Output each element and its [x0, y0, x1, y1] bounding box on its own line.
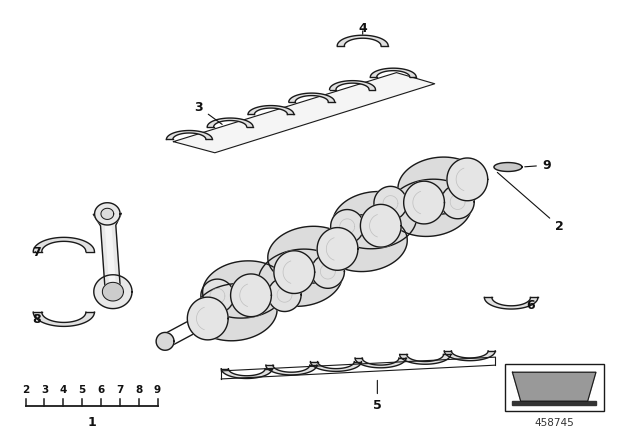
Polygon shape — [310, 362, 362, 371]
Text: 2: 2 — [497, 172, 563, 233]
Polygon shape — [101, 208, 114, 220]
Polygon shape — [311, 254, 344, 289]
Polygon shape — [207, 118, 253, 127]
Text: 5: 5 — [373, 380, 381, 412]
Polygon shape — [371, 68, 416, 77]
Text: 7: 7 — [32, 246, 41, 259]
Polygon shape — [230, 274, 271, 317]
Polygon shape — [197, 289, 225, 328]
Polygon shape — [33, 312, 95, 327]
Text: 7: 7 — [116, 384, 124, 395]
Text: 458745: 458745 — [534, 418, 574, 428]
Polygon shape — [188, 297, 228, 340]
Polygon shape — [513, 401, 596, 405]
Polygon shape — [33, 237, 95, 252]
Polygon shape — [266, 365, 317, 375]
Polygon shape — [156, 332, 174, 350]
Polygon shape — [173, 73, 435, 153]
Polygon shape — [289, 93, 335, 102]
Polygon shape — [105, 214, 116, 292]
Polygon shape — [166, 130, 212, 139]
Polygon shape — [494, 163, 522, 172]
Polygon shape — [398, 157, 482, 214]
Polygon shape — [93, 213, 122, 292]
Polygon shape — [337, 35, 388, 46]
Polygon shape — [102, 282, 124, 301]
Polygon shape — [441, 185, 474, 219]
Polygon shape — [484, 297, 538, 309]
Polygon shape — [95, 203, 120, 225]
Text: 8: 8 — [135, 384, 142, 395]
Polygon shape — [404, 181, 444, 224]
Polygon shape — [413, 193, 465, 212]
Polygon shape — [333, 192, 417, 249]
Polygon shape — [355, 358, 406, 368]
Text: 3: 3 — [41, 384, 48, 395]
Polygon shape — [317, 228, 358, 270]
Polygon shape — [203, 261, 287, 318]
Polygon shape — [447, 158, 488, 201]
Polygon shape — [259, 249, 342, 306]
Polygon shape — [444, 351, 495, 361]
Polygon shape — [268, 226, 352, 284]
Text: 8: 8 — [32, 313, 41, 326]
Text: 2: 2 — [22, 384, 29, 395]
Text: 1: 1 — [87, 416, 96, 429]
Polygon shape — [193, 284, 277, 341]
Polygon shape — [374, 186, 407, 220]
Polygon shape — [221, 369, 272, 379]
Text: 5: 5 — [79, 384, 86, 395]
Polygon shape — [240, 285, 292, 305]
Polygon shape — [274, 251, 315, 293]
Polygon shape — [399, 354, 451, 364]
Polygon shape — [331, 210, 364, 243]
Text: 4: 4 — [358, 22, 367, 34]
Text: 9: 9 — [154, 384, 161, 395]
Text: 4: 4 — [60, 384, 67, 395]
Polygon shape — [268, 278, 301, 311]
Polygon shape — [323, 214, 407, 271]
Polygon shape — [388, 179, 472, 237]
Text: 6: 6 — [97, 384, 104, 395]
Polygon shape — [94, 275, 132, 309]
Polygon shape — [326, 220, 355, 259]
Polygon shape — [360, 204, 401, 247]
Text: 3: 3 — [195, 101, 222, 125]
Polygon shape — [248, 106, 294, 115]
Polygon shape — [370, 196, 398, 236]
Polygon shape — [201, 279, 234, 313]
Text: 6: 6 — [526, 297, 538, 311]
Text: 9: 9 — [525, 159, 550, 172]
Polygon shape — [330, 81, 376, 90]
Polygon shape — [513, 372, 596, 401]
Polygon shape — [284, 262, 335, 282]
Bar — [505, 364, 604, 411]
